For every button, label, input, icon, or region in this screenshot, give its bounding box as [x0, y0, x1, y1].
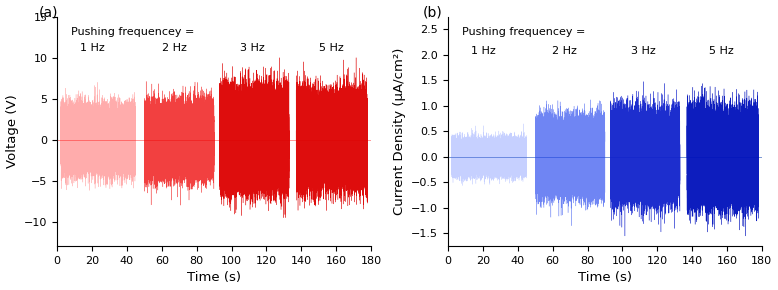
- X-axis label: Time (s): Time (s): [578, 271, 632, 284]
- X-axis label: Time (s): Time (s): [187, 271, 241, 284]
- Y-axis label: Voltage (V): Voltage (V): [5, 95, 19, 168]
- Text: 5 Hz: 5 Hz: [318, 43, 343, 53]
- Text: (a): (a): [38, 5, 58, 19]
- Text: 5 Hz: 5 Hz: [710, 46, 734, 56]
- Text: Pushing frequencey =: Pushing frequencey =: [71, 27, 194, 37]
- Text: 3 Hz: 3 Hz: [240, 43, 265, 53]
- Text: Pushing frequencey =: Pushing frequencey =: [462, 27, 585, 37]
- Text: 2 Hz: 2 Hz: [552, 46, 577, 56]
- Y-axis label: Current Density (μA/cm²): Current Density (μA/cm²): [393, 48, 406, 215]
- Text: 1 Hz: 1 Hz: [79, 43, 104, 53]
- Text: 2 Hz: 2 Hz: [162, 43, 187, 53]
- Text: 3 Hz: 3 Hz: [631, 46, 656, 56]
- Text: 1 Hz: 1 Hz: [471, 46, 496, 56]
- Text: (b): (b): [423, 5, 443, 19]
